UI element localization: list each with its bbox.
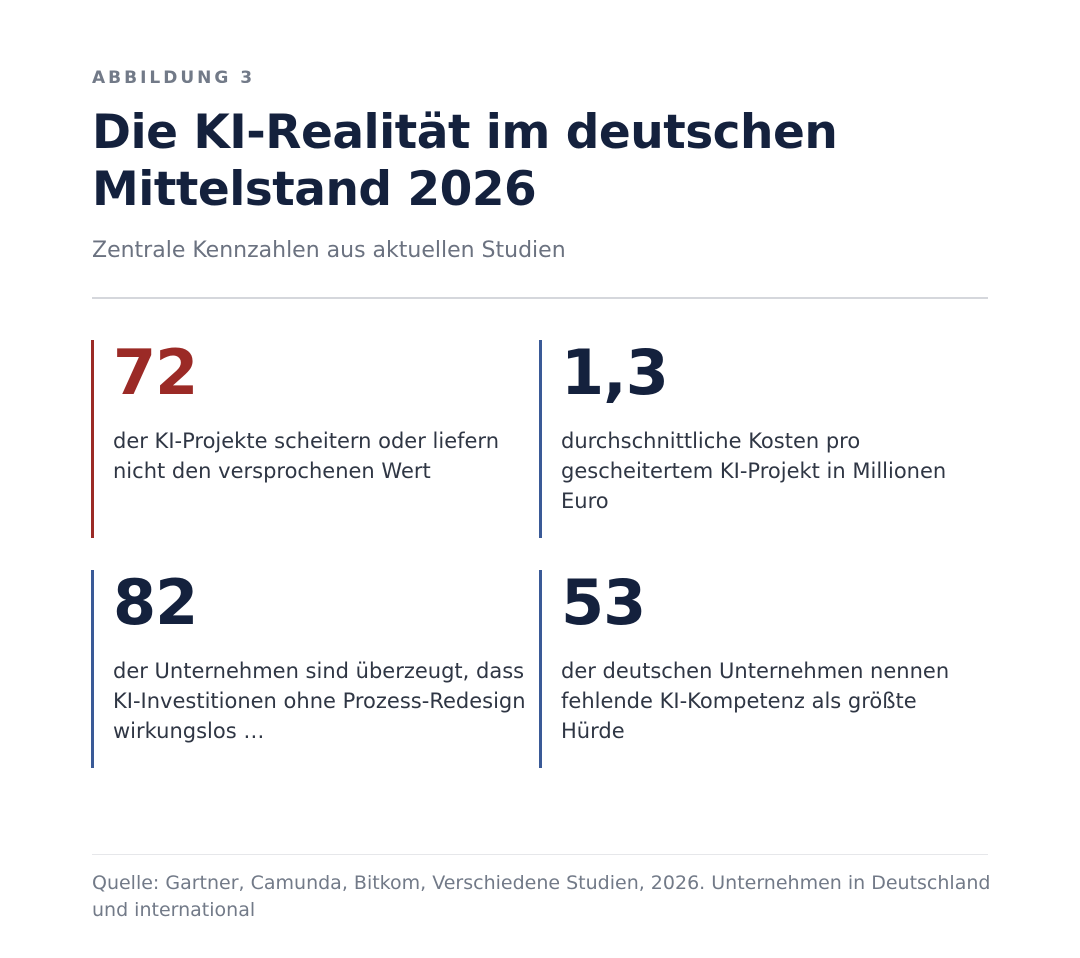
stat-card-average-cost: 1,3 durchschnittliche Kosten pro geschei…	[539, 336, 946, 538]
figure-label: ABBILDUNG 3	[92, 68, 256, 88]
stat-description: der KI-Projekte scheitern oder liefern n…	[113, 429, 499, 483]
page-subtitle: Zentrale Kennzahlen aus aktuellen Studie…	[92, 238, 566, 263]
page-title: Die KI-Realität im deutschen Mittelstand…	[92, 105, 838, 217]
stat-value: 72	[113, 336, 198, 409]
header-divider	[92, 297, 988, 299]
source-note: Quelle: Gartner, Camunda, Bitkom, Versch…	[92, 872, 991, 921]
stat-card-process-redesign: 82 der Unternehmen sind überzeugt, dass …	[91, 566, 526, 768]
stat-description: durchschnittliche Kosten pro gescheitert…	[561, 429, 947, 513]
stat-description: der deutschen Unternehmen nennen fehlend…	[561, 659, 950, 743]
footer-divider	[92, 854, 988, 855]
stat-value: 1,3	[561, 336, 669, 409]
stat-card-failed-projects: 72 der KI-Projekte scheitern oder liefer…	[91, 336, 499, 538]
stat-value: 53	[561, 566, 646, 639]
stat-description: der Unternehmen sind überzeugt, dass KI-…	[113, 659, 526, 743]
stat-card-competence-gap: 53 der deutschen Unternehmen nennen fehl…	[539, 566, 949, 768]
stat-value: 82	[113, 566, 198, 639]
